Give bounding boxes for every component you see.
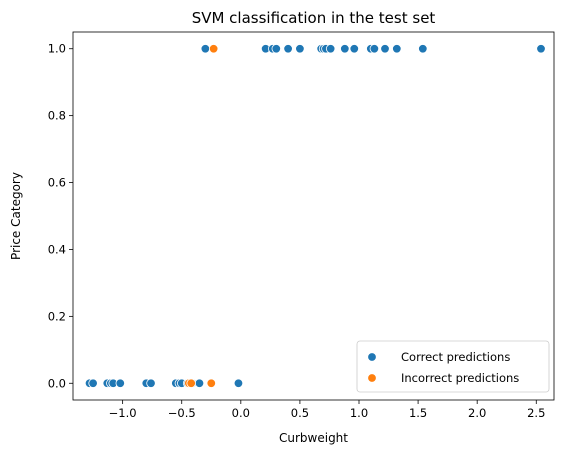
data-point-correct <box>380 44 390 54</box>
legend-marker-correct <box>367 352 377 362</box>
data-point-correct <box>325 44 336 54</box>
data-point-correct <box>340 44 350 54</box>
data-point-correct <box>146 378 156 388</box>
data-point-correct <box>392 44 402 54</box>
legend-box <box>356 340 550 393</box>
x-axis-label: Curbweight <box>279 431 348 445</box>
data-points <box>84 44 546 388</box>
data-point-correct <box>194 378 205 388</box>
data-point-correct <box>88 378 98 388</box>
data-point-correct <box>283 44 293 54</box>
legend: Correct predictions Incorrect predictions <box>356 340 550 393</box>
y-tick-label: 0.6 <box>48 176 66 190</box>
data-point-correct <box>271 44 281 54</box>
data-point-correct <box>233 378 244 388</box>
data-point-incorrect <box>206 378 216 388</box>
y-tick-label: 0.8 <box>48 109 66 123</box>
y-tick-label: 0.2 <box>48 309 66 323</box>
y-tick-label: 0.4 <box>48 242 66 256</box>
legend-label-incorrect: Incorrect predictions <box>401 371 519 385</box>
data-point-incorrect <box>208 44 219 54</box>
y-tick-label: 0.0 <box>48 376 66 390</box>
chart-title: SVM classification in the test set <box>192 9 436 27</box>
x-tick-label: 2.5 <box>527 406 545 420</box>
plot-area <box>72 31 555 401</box>
data-point-correct <box>536 44 546 54</box>
x-tick-label: 0.5 <box>291 406 309 420</box>
x-tick-label: −0.5 <box>168 406 196 420</box>
y-axis-ticks: 0.0 0.2 0.4 0.6 0.8 1.0 <box>48 42 73 390</box>
x-tick-label: 1.5 <box>409 406 427 420</box>
data-point-correct <box>200 44 211 54</box>
x-tick-label: −1.0 <box>109 406 137 420</box>
data-point-incorrect <box>186 378 196 388</box>
data-point-correct <box>115 378 125 388</box>
legend-label-correct: Correct predictions <box>401 350 510 364</box>
legend-marker-incorrect <box>367 373 377 383</box>
data-point-correct <box>369 44 380 54</box>
x-axis-ticks: −1.0 −0.5 0.0 0.5 1.0 1.5 2.0 2.5 <box>109 400 545 420</box>
data-point-correct <box>349 44 359 54</box>
y-axis-label: Price Category <box>9 172 23 260</box>
data-point-correct <box>418 44 428 54</box>
x-tick-label: 2.0 <box>468 406 486 420</box>
plot-frame <box>72 31 555 401</box>
y-tick-label: 1.0 <box>48 42 66 56</box>
x-tick-label: 0.0 <box>232 406 250 420</box>
data-point-correct <box>295 44 305 54</box>
x-tick-label: 1.0 <box>350 406 368 420</box>
